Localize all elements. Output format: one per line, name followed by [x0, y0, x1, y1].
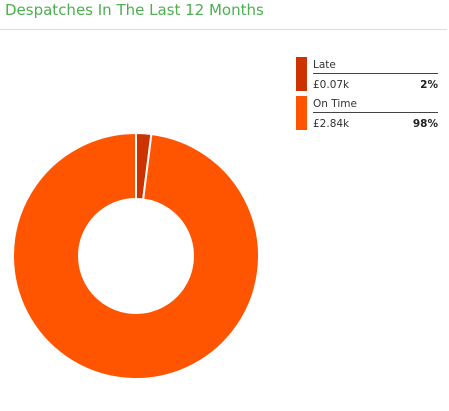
legend-value-on-time: £2.84k [313, 118, 350, 130]
chart-legend: Late £0.07k 2% On Time £2.84k 98% [296, 57, 438, 135]
slice-on-time[interactable] [12, 131, 260, 380]
legend-label-late: Late [313, 59, 336, 71]
legend-swatch-late [296, 57, 307, 91]
legend-percent-late: 2% [420, 79, 438, 91]
title-divider [0, 29, 447, 30]
legend-item-late[interactable]: Late £0.07k 2% [296, 57, 438, 96]
legend-divider [313, 73, 438, 74]
chart-title: Despatches In The Last 12 Months [5, 1, 264, 19]
legend-percent-on-time: 98% [412, 118, 438, 130]
legend-value-late: £0.07k [313, 79, 350, 91]
legend-item-on-time[interactable]: On Time £2.84k 98% [296, 96, 438, 135]
legend-label-on-time: On Time [313, 98, 357, 110]
legend-swatch-on-time [296, 96, 307, 130]
legend-divider [313, 112, 438, 113]
